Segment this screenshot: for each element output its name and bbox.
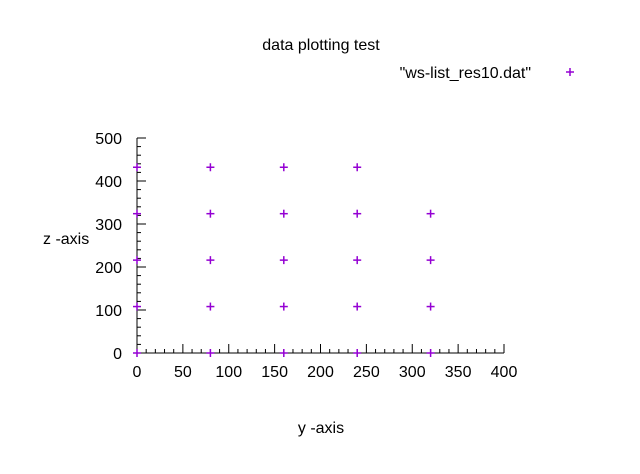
data-point (353, 349, 362, 357)
x-tick-label: 400 (491, 364, 518, 381)
data-point (206, 209, 215, 218)
y-axis-label: z -axis (43, 231, 89, 248)
data-point (279, 256, 288, 265)
data-point (206, 256, 215, 265)
data-point (353, 163, 362, 172)
data-point (426, 302, 435, 311)
data-point (133, 302, 141, 311)
data-point (353, 209, 362, 218)
axes (136, 138, 504, 354)
data-point (206, 349, 215, 357)
ticks: 0 50 100 150 200 250 300 350 400 0 100 200 300 400 500 (95, 131, 517, 381)
x-tick-label: 200 (307, 364, 334, 381)
data-point (353, 302, 362, 311)
data-point (279, 163, 288, 172)
data-point (279, 302, 288, 311)
x-tick-label: 350 (445, 364, 472, 381)
data-point (133, 209, 141, 218)
x-tick-label: 50 (174, 364, 192, 381)
data-point (426, 256, 435, 265)
data-point (133, 349, 141, 357)
data-points (133, 163, 435, 357)
y-tick-label: 300 (95, 217, 122, 234)
data-point (279, 209, 288, 218)
data-point (279, 349, 288, 357)
x-tick-label: 250 (353, 364, 380, 381)
legend: "ws-list_res10.dat" (400, 65, 574, 82)
y-tick-label: 500 (95, 131, 122, 148)
data-point (353, 256, 362, 265)
data-point (133, 256, 141, 265)
y-tick-label: 400 (95, 174, 122, 191)
data-point (206, 163, 215, 172)
legend-label: "ws-list_res10.dat" (400, 65, 531, 82)
data-point (426, 349, 435, 357)
x-tick-label: 100 (215, 364, 242, 381)
x-tick-label: 150 (261, 364, 288, 381)
legend-marker-plus (566, 68, 574, 76)
legend-marker-glyph (566, 68, 574, 76)
data-point (206, 302, 215, 311)
data-point (133, 163, 141, 172)
chart-title: data plotting test (262, 37, 380, 54)
x-tick-label: 300 (399, 364, 426, 381)
x-tick-label: 0 (133, 364, 142, 381)
y-tick-label: 100 (95, 303, 122, 320)
y-tick-label: 200 (95, 260, 122, 277)
data-point (426, 209, 435, 218)
x-axis-label: y -axis (298, 420, 344, 437)
y-tick-label: 0 (113, 346, 122, 363)
